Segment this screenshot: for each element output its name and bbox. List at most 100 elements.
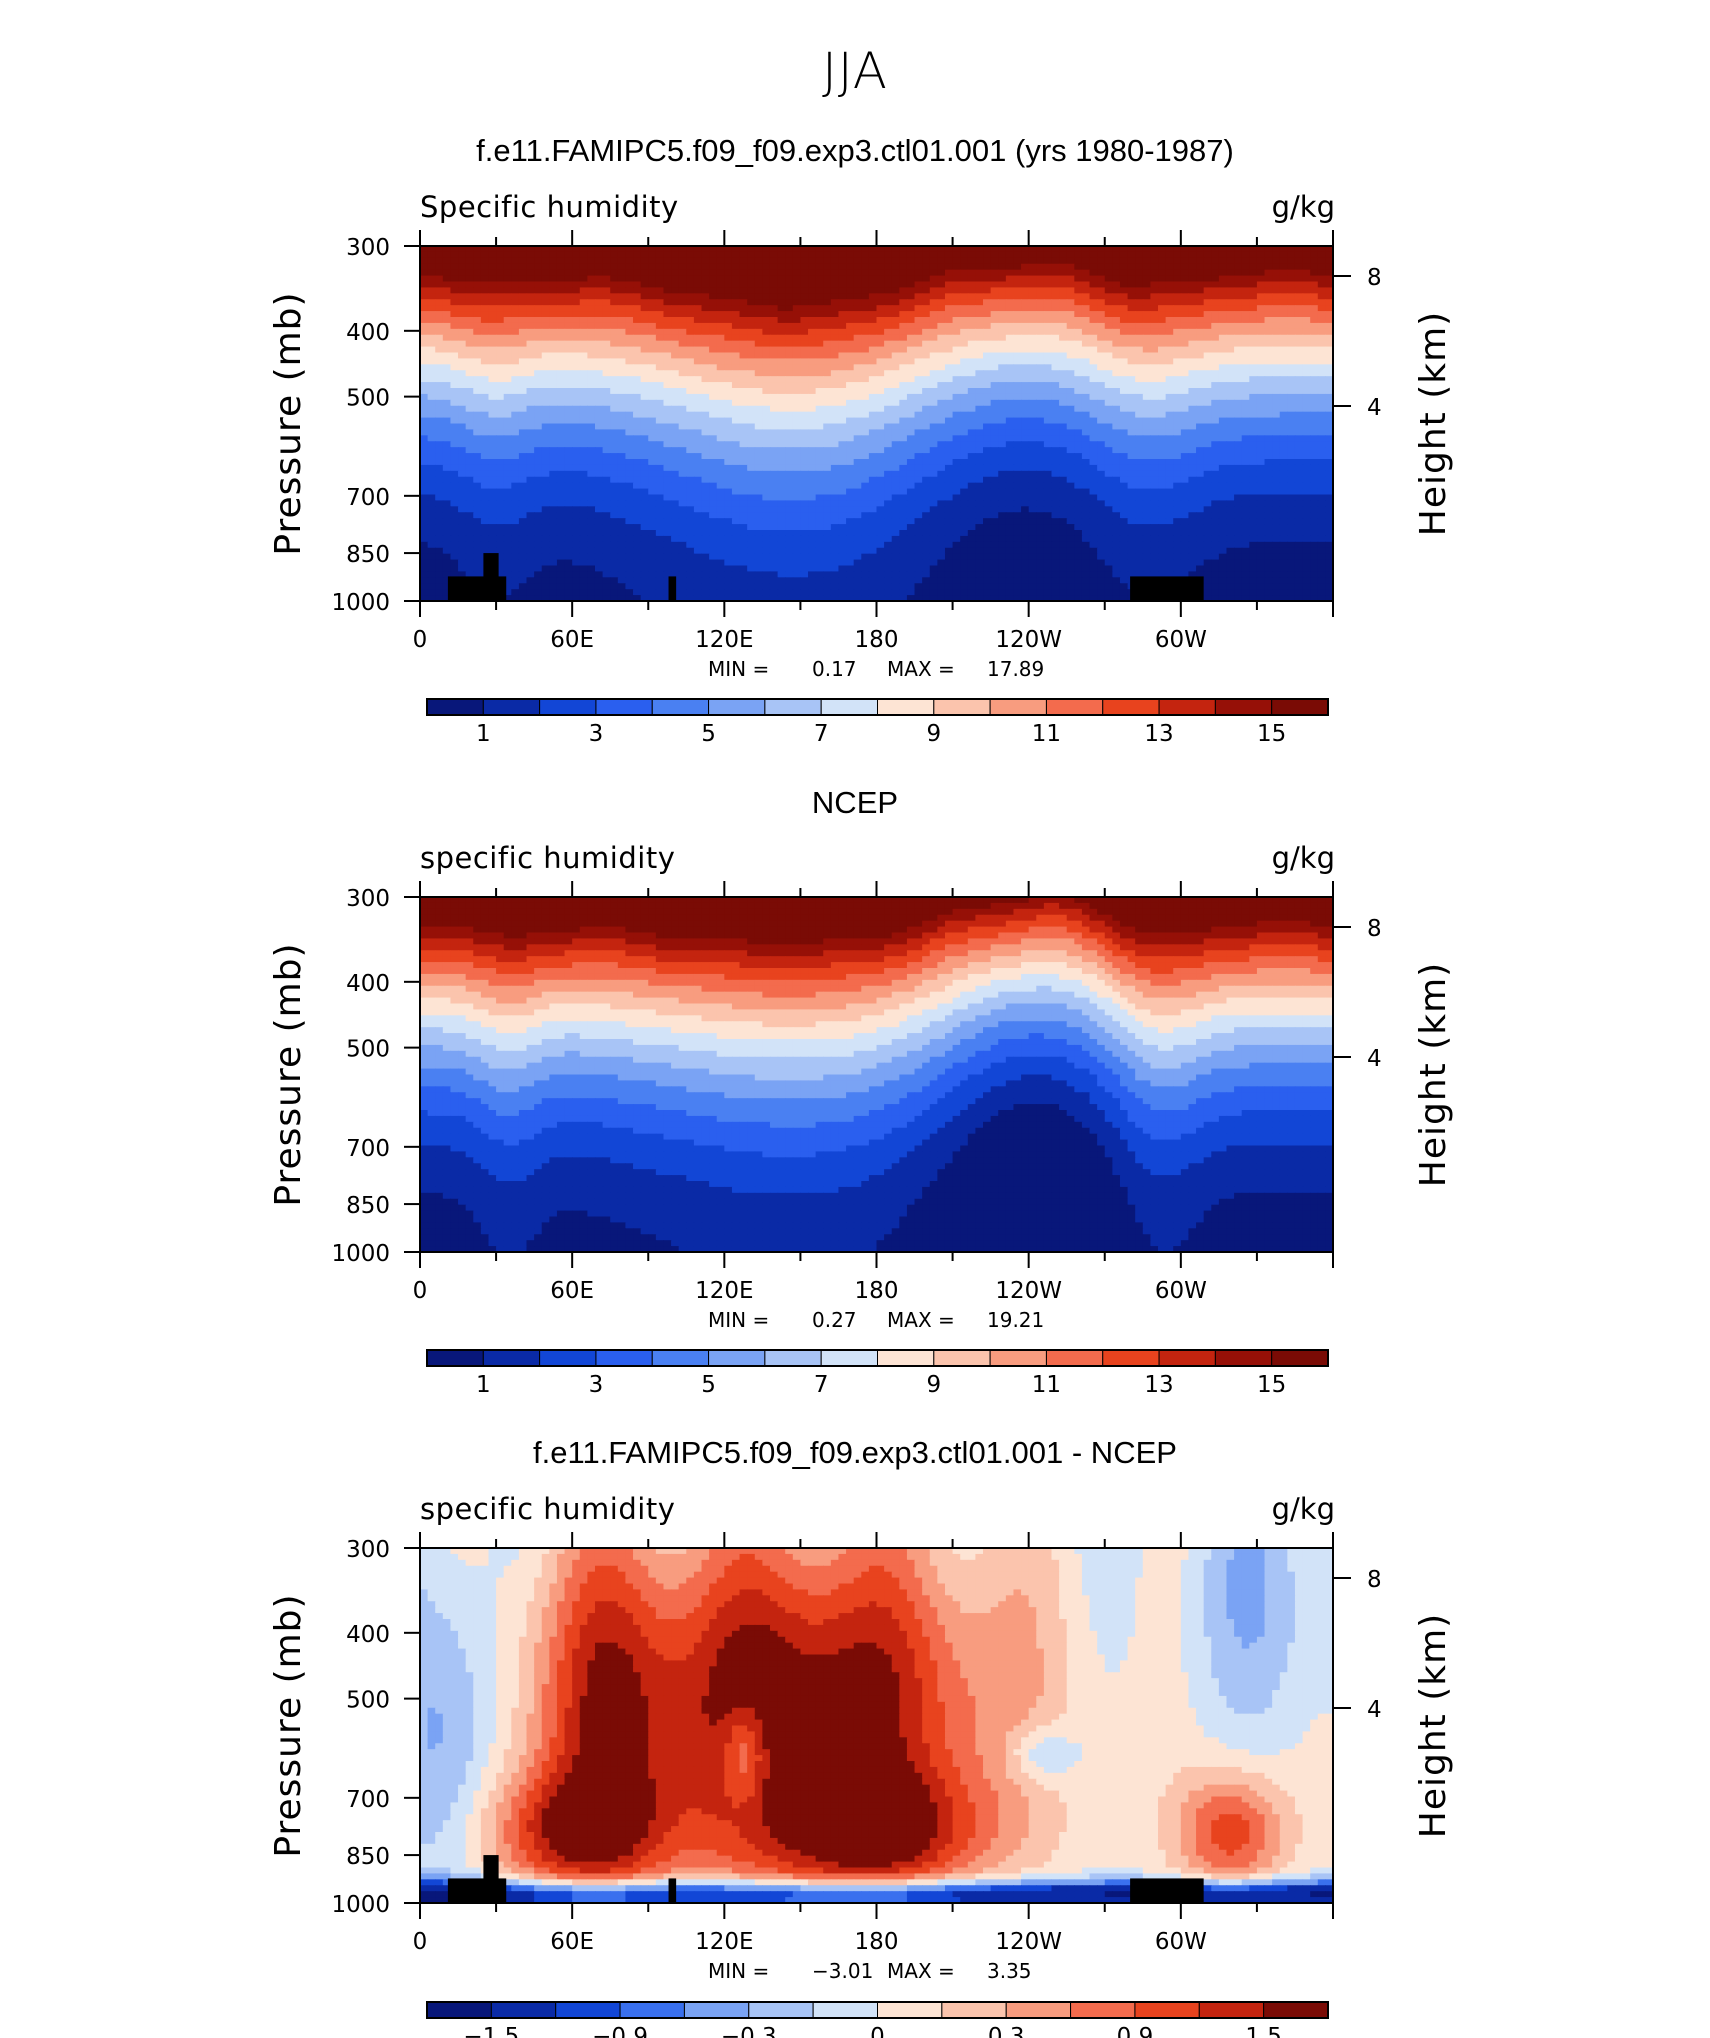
field-cell [815, 370, 824, 377]
field-cell [1310, 334, 1319, 342]
field-cell [1218, 411, 1228, 419]
field-cell [846, 275, 855, 283]
field-cell [549, 251, 558, 259]
field-cell [747, 263, 756, 271]
field-cell [739, 482, 748, 490]
field-cell [549, 317, 558, 324]
field-cell [823, 488, 832, 496]
field-cell [1302, 399, 1311, 407]
field-cell [1211, 328, 1220, 336]
field-cell [1051, 459, 1060, 466]
field-cell [914, 328, 923, 336]
field-cell [1066, 246, 1075, 253]
field-cell [465, 305, 474, 312]
field-cell [944, 328, 954, 336]
field-cell [640, 281, 649, 289]
field-cell [1043, 470, 1053, 478]
field-cell [1294, 358, 1304, 365]
field-cell [1310, 299, 1319, 306]
field-cell [1051, 482, 1060, 490]
field-cell [625, 476, 634, 484]
field-cell [1211, 346, 1220, 354]
field-cell [975, 464, 984, 472]
field-cell [465, 281, 474, 289]
panel-2-title: NCEP [0, 785, 1710, 821]
field-cell [808, 340, 817, 348]
field-cell [564, 328, 573, 336]
field-cell [1264, 399, 1273, 407]
field-cell [564, 287, 573, 294]
field-cell [876, 275, 885, 283]
field-cell [602, 287, 611, 294]
field-cell [876, 405, 885, 413]
field-cell [906, 275, 916, 283]
field-cell [633, 246, 642, 253]
field-cell [1142, 358, 1151, 365]
field-cell [671, 275, 680, 283]
field-cell [1256, 358, 1266, 365]
field-cell [686, 299, 695, 306]
field-cell [1272, 340, 1281, 348]
field-cell [929, 488, 938, 496]
field-cell [1135, 464, 1144, 472]
field-cell [785, 299, 794, 306]
field-cell [823, 251, 832, 259]
field-cell [610, 358, 619, 365]
field-cell [914, 411, 923, 419]
field-cell [640, 287, 649, 294]
field-cell [617, 405, 627, 413]
field-cell [526, 464, 535, 472]
field-cell [1119, 311, 1129, 318]
field-cell [1028, 423, 1037, 431]
field-cell [1104, 346, 1113, 354]
field-cell [876, 435, 885, 442]
field-cell [922, 417, 931, 425]
field-cell [655, 411, 665, 419]
field-cell [967, 417, 977, 425]
field-cell [1089, 299, 1098, 306]
field-cell [731, 459, 741, 466]
field-cell [1028, 257, 1037, 265]
field-cell [1287, 388, 1296, 395]
field-cell [709, 311, 718, 318]
field-cell [1013, 429, 1022, 436]
field-cell [1302, 364, 1311, 371]
field-cell [1165, 305, 1174, 312]
field-cell [1097, 257, 1106, 265]
field-cell [838, 435, 847, 442]
field-cell [1264, 305, 1273, 312]
field-cell [967, 459, 977, 466]
field-cell [792, 322, 802, 330]
field-cell [914, 453, 923, 460]
field-cell [701, 293, 710, 300]
field-cell [1272, 269, 1281, 277]
field-cell [701, 275, 710, 283]
field-cell [1081, 453, 1091, 460]
field-cell [944, 305, 954, 312]
field-cell [458, 464, 467, 472]
field-cell [511, 435, 520, 442]
field-cell [975, 293, 984, 300]
field-cell [427, 370, 436, 377]
field-cell [640, 358, 649, 365]
field-cell [724, 476, 733, 484]
field-cell [731, 287, 741, 294]
field-cell [1158, 257, 1167, 265]
field-cell [823, 322, 832, 330]
field-cell [1158, 281, 1167, 289]
field-cell [800, 447, 809, 454]
field-cell [709, 423, 718, 431]
field-cell [990, 405, 999, 413]
field-cell [823, 417, 832, 425]
field-cell [1272, 263, 1281, 271]
field-cell [1272, 251, 1281, 259]
field-cell [541, 393, 550, 401]
field-cell [1188, 352, 1197, 360]
field-cell [541, 246, 550, 253]
field-cell [952, 275, 961, 283]
field-cell [1256, 447, 1266, 454]
field-cell [914, 293, 923, 300]
field-cell [792, 435, 802, 442]
field-cell [663, 281, 672, 289]
field-cell [731, 358, 741, 365]
